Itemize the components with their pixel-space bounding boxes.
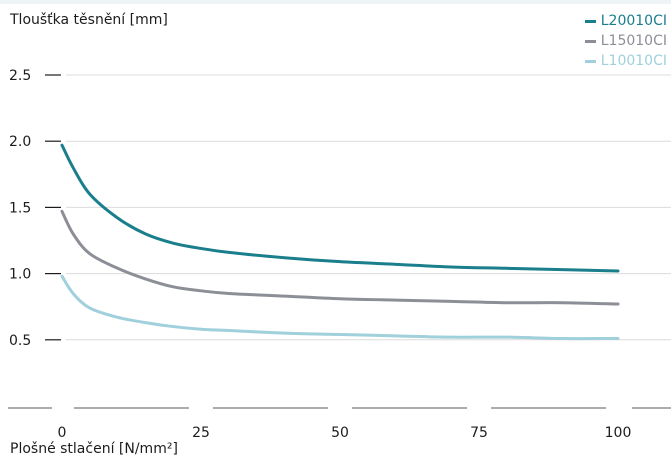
y-tick-label: 1.0 <box>9 267 31 283</box>
x-tick-label: 0 <box>58 425 67 441</box>
y-axis-title: Tloušťka těsnění [mm] <box>10 12 168 28</box>
legend-swatch-l20010ci <box>584 19 596 23</box>
series-line-l20010ci <box>60 143 620 273</box>
legend-label-l15010ci: L15010CI <box>600 33 667 49</box>
x-tick-label: 50 <box>331 425 349 441</box>
legend-item-l20010ci[interactable]: L20010CI <box>584 11 667 31</box>
x-tick-label: 100 <box>605 425 632 441</box>
series-line-l15010ci <box>60 209 620 306</box>
legend-label-l20010ci: L20010CI <box>600 13 667 29</box>
series-line-l10010ci <box>60 274 620 341</box>
y-tick-label: 2.0 <box>9 134 31 150</box>
legend-item-l15010ci[interactable]: L15010CI <box>584 31 667 51</box>
legend: L20010CI L15010CI L10010CI <box>584 11 667 71</box>
y-tick-label: 0.5 <box>9 333 31 349</box>
x-axis-title: Plošné stlačení [N/mm²] <box>10 441 178 457</box>
legend-item-l10010ci[interactable]: L10010CI <box>584 51 667 71</box>
legend-swatch-l15010ci <box>584 39 596 43</box>
legend-label-l10010ci: L10010CI <box>600 53 667 69</box>
x-tick-label: 75 <box>470 425 488 441</box>
top-rule <box>0 0 671 4</box>
y-tick-label: 2.5 <box>9 68 31 84</box>
legend-swatch-l10010ci <box>584 59 596 63</box>
y-tick-label: 1.5 <box>9 200 31 216</box>
x-tick-label: 25 <box>192 425 210 441</box>
